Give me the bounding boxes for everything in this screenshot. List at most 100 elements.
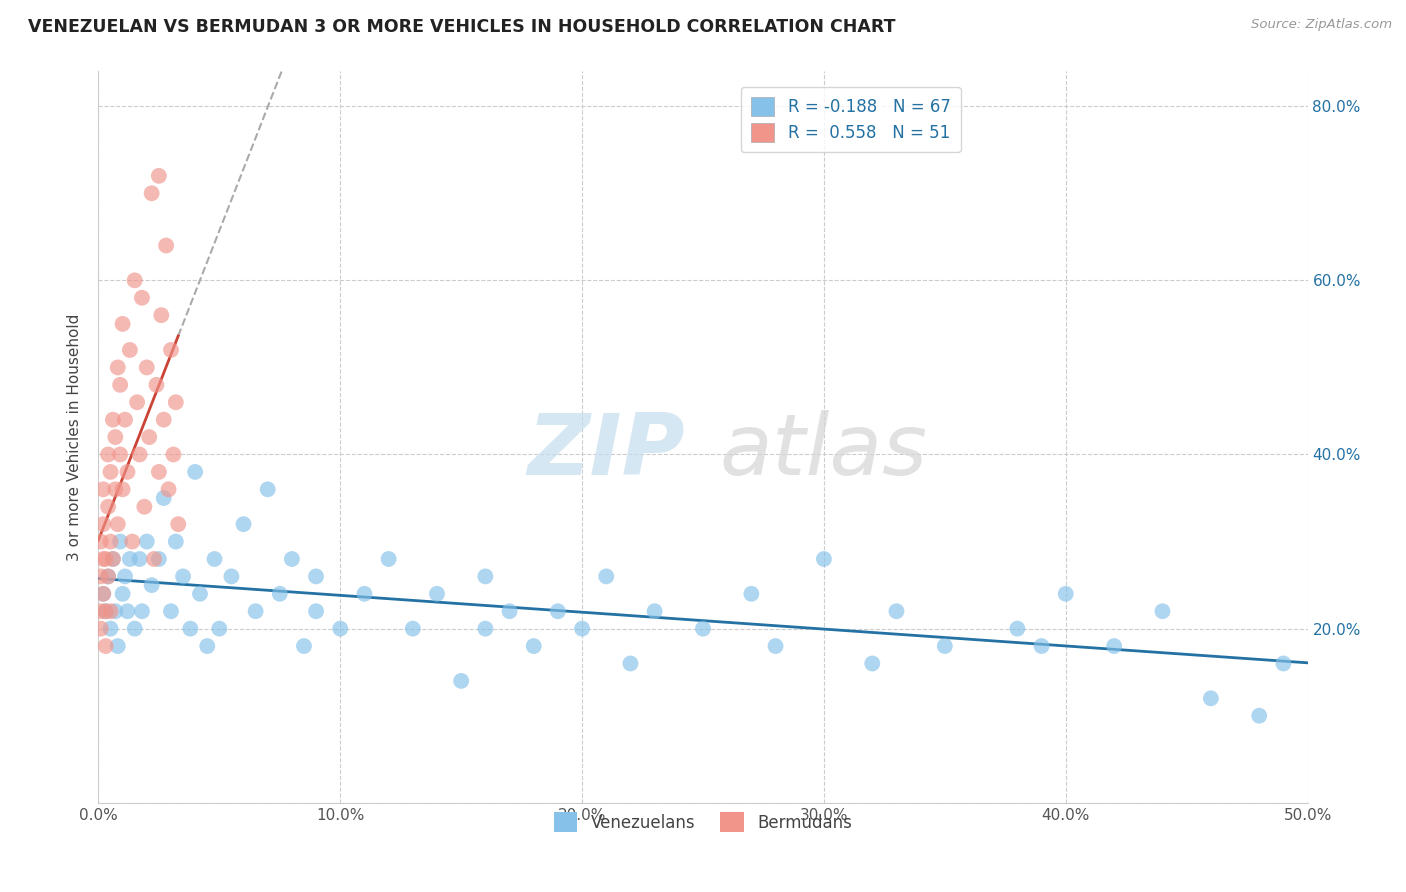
Point: [148, 552, 170, 566]
Point: [141, 186, 163, 201]
Point: [97, 448, 120, 462]
Point: [934, 639, 956, 653]
Point: [152, 491, 174, 505]
Point: [100, 534, 122, 549]
Point: [765, 639, 787, 653]
Legend: Venezuelans, Bermudans: Venezuelans, Bermudans: [547, 805, 859, 838]
Point: [245, 604, 267, 618]
Point: [188, 587, 211, 601]
Point: [91, 587, 114, 601]
Point: [94, 604, 117, 618]
Point: [547, 604, 569, 618]
Point: [127, 395, 149, 409]
Point: [104, 483, 127, 497]
Point: [148, 169, 170, 183]
Point: [143, 552, 166, 566]
Y-axis label: 3 or more Vehicles in Household: 3 or more Vehicles in Household: [67, 313, 83, 561]
Point: [1249, 708, 1271, 723]
Point: [571, 622, 593, 636]
Point: [402, 622, 425, 636]
Point: [90, 622, 112, 636]
Point: [141, 578, 163, 592]
Point: [107, 360, 129, 375]
Point: [195, 639, 218, 653]
Point: [292, 639, 315, 653]
Point: [135, 360, 157, 375]
Point: [94, 552, 117, 566]
Point: [97, 500, 120, 514]
Point: [107, 639, 129, 653]
Point: [107, 517, 129, 532]
Point: [150, 308, 173, 322]
Point: [740, 587, 762, 601]
Point: [117, 465, 139, 479]
Point: [94, 639, 117, 653]
Text: VENEZUELAN VS BERMUDAN 3 OR MORE VEHICLES IN HOUSEHOLD CORRELATION CHART: VENEZUELAN VS BERMUDAN 3 OR MORE VEHICLE…: [28, 18, 896, 36]
Point: [111, 317, 134, 331]
Point: [692, 622, 714, 636]
Point: [104, 604, 127, 618]
Point: [91, 552, 114, 566]
Point: [165, 395, 187, 409]
Point: [90, 604, 112, 618]
Point: [1007, 622, 1029, 636]
Point: [1152, 604, 1174, 618]
Point: [97, 569, 120, 583]
Point: [160, 604, 183, 618]
Point: [100, 465, 122, 479]
Point: [124, 622, 146, 636]
Point: [91, 517, 114, 532]
Point: [619, 657, 641, 671]
Point: [108, 448, 131, 462]
Point: [128, 448, 150, 462]
Point: [256, 483, 278, 497]
Point: [377, 552, 399, 566]
Point: [100, 604, 122, 618]
Point: [160, 343, 183, 357]
Text: Source: ZipAtlas.com: Source: ZipAtlas.com: [1251, 18, 1392, 31]
Point: [94, 604, 117, 618]
Point: [157, 483, 180, 497]
Point: [595, 569, 617, 583]
Point: [1102, 639, 1125, 653]
Point: [108, 377, 131, 392]
Point: [221, 569, 243, 583]
Point: [111, 587, 134, 601]
Point: [1272, 657, 1295, 671]
Point: [138, 430, 160, 444]
Point: [90, 534, 112, 549]
Point: [426, 587, 449, 601]
Point: [90, 569, 112, 583]
Point: [498, 604, 520, 618]
Point: [204, 552, 226, 566]
Point: [97, 569, 120, 583]
Point: [131, 604, 153, 618]
Point: [165, 534, 187, 549]
Point: [101, 412, 124, 426]
Point: [121, 534, 143, 549]
Point: [148, 465, 170, 479]
Point: [117, 604, 139, 618]
Point: [305, 569, 328, 583]
Point: [162, 448, 184, 462]
Point: [100, 622, 122, 636]
Point: [1054, 587, 1077, 601]
Point: [353, 587, 375, 601]
Point: [813, 552, 835, 566]
Point: [172, 569, 194, 583]
Point: [118, 552, 141, 566]
Point: [474, 569, 496, 583]
Point: [474, 622, 496, 636]
Point: [91, 483, 114, 497]
Point: [134, 500, 156, 514]
Text: atlas: atlas: [720, 410, 928, 493]
Point: [114, 412, 136, 426]
Point: [91, 587, 114, 601]
Point: [281, 552, 304, 566]
Point: [1199, 691, 1222, 706]
Point: [135, 534, 157, 549]
Point: [860, 657, 883, 671]
Text: ZIP: ZIP: [527, 410, 685, 493]
Point: [184, 465, 207, 479]
Point: [208, 622, 231, 636]
